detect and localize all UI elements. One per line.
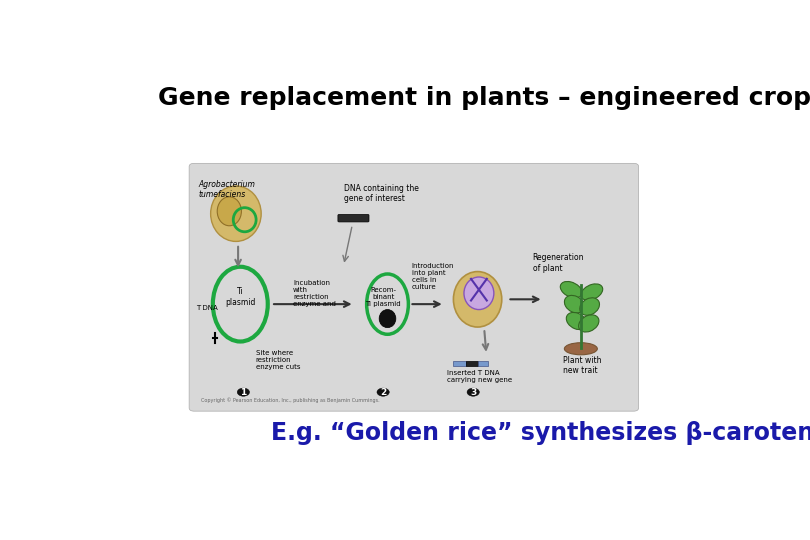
FancyBboxPatch shape [338,214,369,222]
Ellipse shape [217,197,241,226]
Text: Inserted T DNA
carrying new gene: Inserted T DNA carrying new gene [447,370,512,383]
Ellipse shape [379,309,396,328]
Ellipse shape [578,315,599,332]
Text: 1: 1 [241,388,246,397]
Text: Recom-
binant
Ti plasmid: Recom- binant Ti plasmid [365,287,401,307]
Text: 3: 3 [470,388,476,397]
Text: Gene replacement in plants – engineered crops: Gene replacement in plants – engineered … [158,85,810,110]
Text: Agrobacterium
tumefaciens: Agrobacterium tumefaciens [198,180,255,199]
Bar [478,361,488,366]
Bar [466,361,478,366]
Text: DNA containing the
gene of interest: DNA containing the gene of interest [343,184,419,203]
Text: Introduction
into plant
cells in
culture: Introduction into plant cells in culture [411,263,454,290]
Text: 2: 2 [380,388,386,397]
Ellipse shape [464,277,494,309]
Circle shape [377,388,390,396]
Text: Regeneration
of plant: Regeneration of plant [532,253,584,273]
Text: Ti
plasmid: Ti plasmid [225,287,255,307]
Text: Copyright © Pearson Education, Inc., publishing as Benjamin Cummings.: Copyright © Pearson Education, Inc., pub… [201,398,379,403]
Ellipse shape [581,284,603,300]
Ellipse shape [580,298,599,315]
Ellipse shape [566,313,586,329]
FancyBboxPatch shape [189,163,638,411]
Circle shape [467,388,480,396]
Ellipse shape [565,343,597,355]
Bar [454,361,466,366]
Text: T DNA: T DNA [196,305,218,310]
Text: E.g. “Golden rice” synthesizes β-carotene: E.g. “Golden rice” synthesizes β-caroten… [271,421,810,445]
Ellipse shape [454,272,501,327]
Text: Incubation
with
restriction
enzyme and: Incubation with restriction enzyme and [293,280,336,307]
Ellipse shape [561,281,582,298]
Ellipse shape [565,295,584,313]
Ellipse shape [211,186,261,241]
Text: Plant with
new trait: Plant with new trait [563,356,602,375]
Circle shape [237,388,249,396]
Text: Site where
restriction
enzyme cuts: Site where restriction enzyme cuts [256,350,301,370]
